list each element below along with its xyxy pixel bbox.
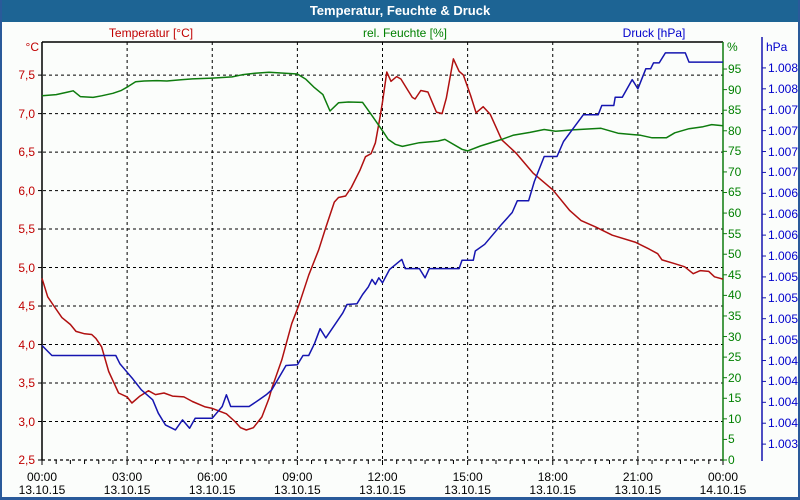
humidity-tick-label: 10 [728,411,742,426]
humidity-tick-label: 70 [728,164,742,179]
pressure-tick-label: 1.005 [768,311,799,326]
x-axis-time-label: 00:00 [707,470,739,484]
temperature-tick-label: 6,0 [18,183,35,198]
x-axis-date-label: 13.10.15 [188,483,236,497]
x-axis-time-label: 12:00 [367,470,398,484]
humidity-tick-label: 65 [728,185,742,200]
pressure-tick-label: 1.004 [768,416,799,431]
temperature-tick-label: 4,0 [18,337,35,352]
temperature-tick-label: 5,0 [18,260,35,275]
pressure-tick-label: 1.005 [768,332,799,347]
temperature-tick-label: 3,0 [18,414,35,429]
temperature-tick-label: 5,5 [18,222,35,237]
pressure-tick-label: 1.005 [768,290,799,305]
window-titlebar[interactable]: Temperatur, Feuchte & Druck [2,0,798,22]
humidity-axis-unit-label: % [727,40,738,54]
legend-pressure-label: Druck [hPa] [622,26,686,40]
x-axis-date-label: 13.10.15 [274,483,321,497]
humidity-tick-label: 80 [728,123,742,138]
humidity-tick-label: 40 [728,288,742,303]
temperature-tick-label: 7,5 [18,68,35,83]
humidity-tick-label: 95 [728,62,742,77]
x-axis-time-label: 15:00 [452,470,483,484]
humidity-tick-label: 30 [728,329,742,344]
pressure-tick-label: 1.007 [768,123,799,138]
pressure-tick-label: 1.007 [768,144,799,159]
legend-humidity-label: rel. Feuchte [%] [362,26,448,40]
humidity-tick-label: 45 [728,267,742,282]
temperature-tick-label: 4,5 [18,299,35,314]
x-axis-date-label: 13.10.15 [359,483,406,497]
pressure-tick-label: 1.006 [768,249,799,264]
pressure-tick-label: 1.004 [768,374,799,389]
humidity-tick-label: 0 [728,453,735,467]
x-axis-time-label: 06:00 [197,470,228,484]
humidity-tick-label: 60 [728,206,742,221]
temperature-tick-label: 2,5 [18,453,35,467]
pressure-tick-label: 1.003 [768,437,799,452]
humidity-tick-label: 20 [728,370,742,385]
humidity-tick-label: 35 [728,308,742,323]
x-axis-date-label: 13.10.15 [18,483,66,497]
humidity-series-line [41,71,724,152]
pressure-series-line [41,52,723,431]
pressure-axis-unit-label: hPa [766,40,788,54]
x-axis-date-label: 13.10.15 [614,483,662,497]
pressure-tick-label: 1.008 [768,60,799,75]
pressure-tick-label: 1.007 [768,102,799,117]
x-axis-time-label: 00:00 [26,470,58,484]
humidity-tick-label: 85 [728,103,742,118]
pressure-tick-label: 1.006 [768,228,799,243]
temperature-tick-label: 3,5 [18,376,35,391]
x-axis-time-label: 18:00 [537,470,568,484]
humidity-tick-label: 5 [728,432,735,447]
x-axis-date-label: 14.10.15 [699,483,747,497]
window-title: Temperatur, Feuchte & Druck [309,3,491,18]
temperature-series-line [41,58,724,431]
humidity-tick-label: 50 [728,247,742,262]
pressure-tick-label: 1.007 [768,165,799,180]
humidity-tick-label: 55 [728,226,742,241]
pressure-tick-label: 1.008 [768,81,799,96]
pressure-tick-label: 1.006 [768,186,799,201]
humidity-tick-label: 25 [728,350,742,365]
x-axis-time-label: 21:00 [622,470,653,484]
pressure-tick-label: 1.005 [768,269,799,284]
humidity-tick-label: 15 [728,391,742,406]
pressure-tick-label: 1.006 [768,207,799,222]
temperature-tick-label: 6,5 [18,145,35,160]
legend-temperature-label: Temperatur [°C] [108,26,194,40]
temperature-axis-unit-label: °C [25,40,39,54]
x-axis-time-label: 03:00 [112,470,143,484]
humidity-tick-label: 90 [728,82,742,97]
x-axis-date-label: 13.10.15 [444,483,491,497]
pressure-tick-label: 1.004 [768,395,799,410]
x-axis-time-label: 09:00 [282,470,313,484]
humidity-tick-label: 75 [728,144,742,159]
x-axis-date-label: 13.10.15 [103,483,151,497]
temperature-tick-label: 7,0 [18,106,35,121]
x-axis-date-label: 13.10.15 [529,483,577,497]
pressure-tick-label: 1.004 [768,353,799,368]
